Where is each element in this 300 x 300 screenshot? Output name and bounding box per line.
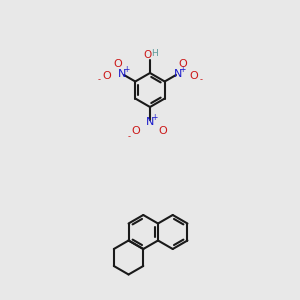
- Text: H: H: [152, 49, 158, 58]
- Text: O: O: [178, 59, 187, 69]
- Text: O: O: [143, 50, 151, 60]
- Text: N: N: [146, 117, 154, 127]
- Text: O: O: [102, 71, 111, 81]
- Text: O: O: [113, 59, 122, 69]
- Text: N: N: [118, 69, 127, 79]
- Text: -: -: [199, 76, 202, 85]
- Text: -: -: [98, 76, 101, 85]
- Text: +: +: [151, 113, 158, 122]
- Text: O: O: [132, 126, 140, 136]
- Text: -: -: [128, 133, 130, 142]
- Text: +: +: [124, 65, 130, 74]
- Text: +: +: [179, 65, 185, 74]
- Text: O: O: [159, 126, 167, 136]
- Text: O: O: [189, 71, 198, 81]
- Text: N: N: [173, 69, 182, 79]
